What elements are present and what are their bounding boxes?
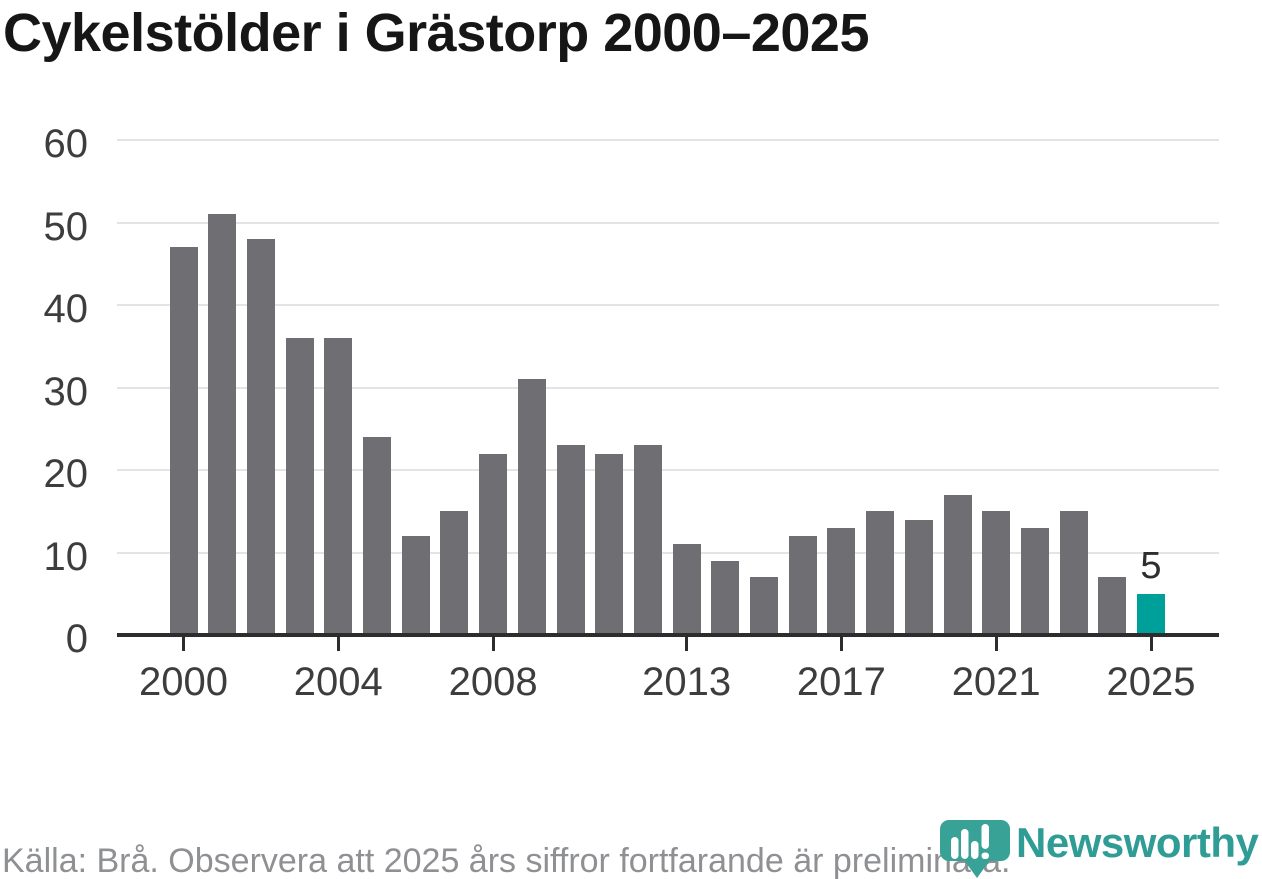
- x-axis-label-2008: 2008: [448, 660, 538, 704]
- bar-2014: [711, 560, 740, 635]
- y-axis-label-10: 10: [43, 534, 89, 579]
- bar-2008: [479, 453, 508, 635]
- x-axis-label-2004: 2004: [293, 660, 383, 704]
- x-axis-tick-2013: [685, 635, 689, 651]
- source-note: Källa: Brå. Observera att 2025 års siffr…: [2, 842, 1011, 879]
- bar-2007: [440, 511, 469, 635]
- bar-2000: [169, 247, 198, 635]
- gridline-10: [117, 551, 1219, 554]
- bar-2003: [285, 338, 314, 635]
- x-axis-tick-2000: [182, 635, 185, 651]
- bar-2023: [1059, 511, 1088, 635]
- bar-2024: [1098, 577, 1127, 635]
- bar-2022: [1020, 527, 1049, 635]
- gridline-40: [117, 304, 1219, 306]
- bar-2013: [672, 544, 701, 635]
- bar-2006: [401, 536, 430, 635]
- y-axis-label-50: 50: [43, 204, 89, 249]
- bar-2010: [556, 445, 585, 635]
- gridline-60: [117, 139, 1219, 141]
- x-axis-tick-2008: [491, 635, 495, 651]
- x-axis-label-2013: 2013: [642, 660, 732, 704]
- newsworthy-wordmark: Newsworthy: [1016, 819, 1259, 866]
- x-axis-tick-2025: [1149, 635, 1153, 651]
- chart-title: Cykelstölder i Grästorp 2000–2025: [3, 3, 869, 63]
- x-axis-label-2000: 2000: [139, 660, 228, 704]
- bar-2025: [1137, 593, 1165, 635]
- y-axis-label-0: 0: [65, 617, 88, 661]
- y-axis-label-40: 40: [43, 287, 89, 331]
- bar-2011: [595, 453, 624, 635]
- y-axis-label-20: 20: [43, 452, 89, 496]
- bar-2015: [750, 577, 778, 635]
- y-axis-label-30: 30: [43, 369, 89, 414]
- gridline-30: [117, 386, 1219, 389]
- x-axis-label-2021: 2021: [951, 660, 1041, 704]
- x-axis-tick-2017: [839, 635, 843, 651]
- value-label-2025: 5: [1140, 544, 1162, 587]
- x-axis-tick-2021: [994, 635, 998, 651]
- bar-2017: [827, 527, 856, 635]
- bar-2020: [943, 494, 972, 635]
- gridline-20: [117, 469, 1219, 471]
- bar-2004: [324, 338, 353, 635]
- bar-2002: [246, 239, 275, 635]
- bar-2019: [904, 519, 933, 635]
- bar-2009: [517, 379, 546, 635]
- y-axis-label-60: 60: [43, 122, 89, 166]
- x-axis-tick-2004: [336, 635, 340, 651]
- x-axis-label-2025: 2025: [1106, 660, 1196, 704]
- bar-2018: [866, 511, 895, 635]
- x-axis-line: [117, 633, 1219, 637]
- x-axis-label-2017: 2017: [796, 660, 886, 704]
- bar-2016: [788, 536, 817, 635]
- gridline-50: [117, 221, 1219, 224]
- bar-2005: [363, 437, 391, 635]
- bar-2012: [633, 445, 662, 635]
- bar-2021: [982, 511, 1011, 635]
- newsworthy-pin-barchart-icon: [940, 820, 1010, 878]
- bar-2001: [208, 214, 237, 635]
